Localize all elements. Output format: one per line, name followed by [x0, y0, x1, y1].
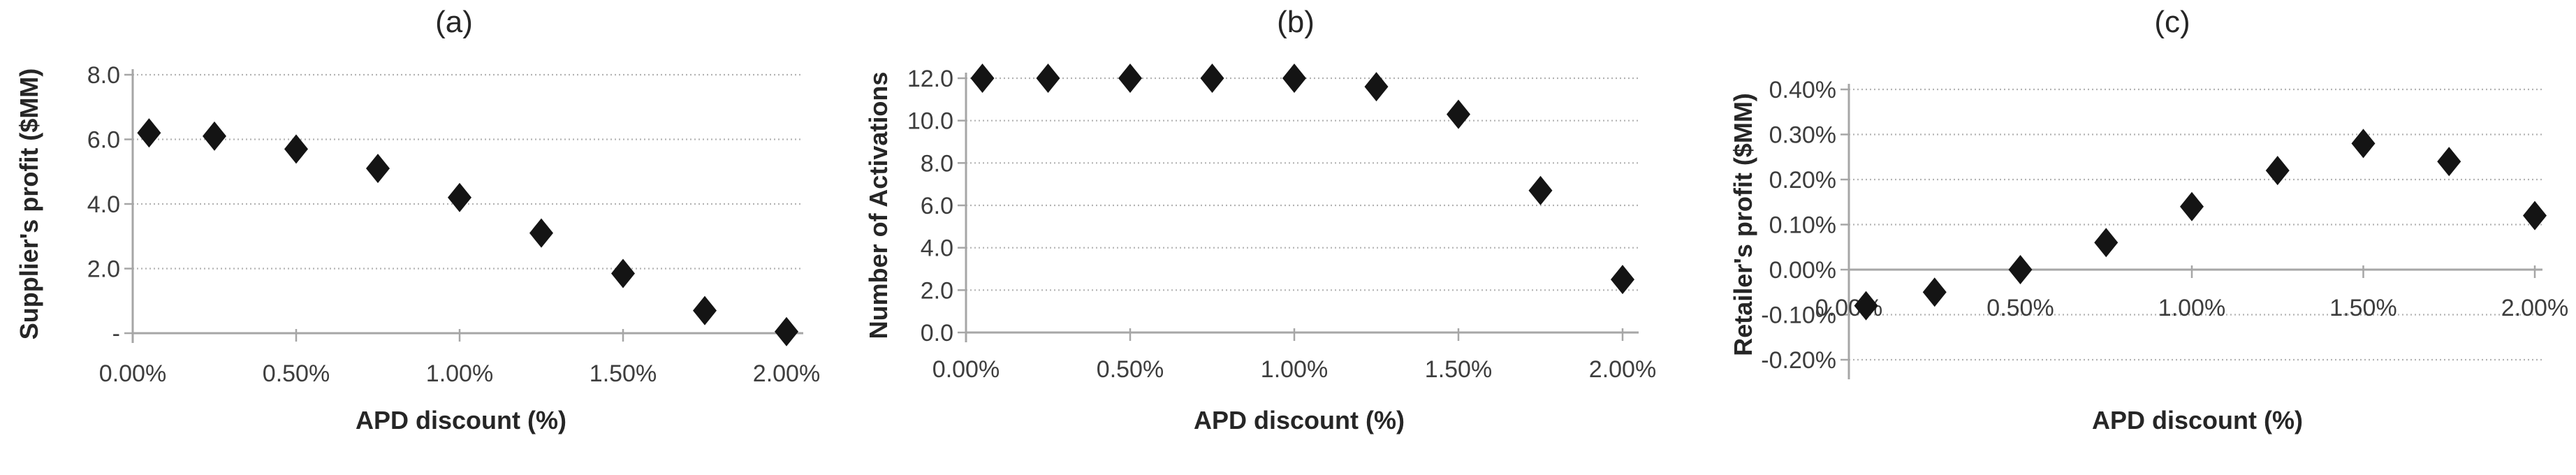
- x-tick-label: 1.50%: [2329, 295, 2396, 321]
- y-axis-title: Supplier's profit ($MM): [15, 68, 43, 340]
- x-tick-label: 1.50%: [1425, 356, 1492, 383]
- x-tick-label: 1.00%: [1261, 356, 1328, 383]
- x-tick-label: 0.00%: [932, 356, 1000, 383]
- y-tick-label: 12.0: [907, 66, 953, 92]
- x-tick-label: 2.00%: [2501, 295, 2568, 321]
- data-point-diamond: [1922, 277, 1947, 307]
- y-tick-label: 0.40%: [1769, 77, 1836, 103]
- chart-a-canvas: - 2.0 4.0 6.0 8.0 0.00% 0.50% 1.00% 1.50% 2.00% (a…: [15, 5, 820, 434]
- y-tick-label: 0.20%: [1769, 167, 1836, 193]
- y-tick-label: 4.0: [87, 191, 120, 218]
- x-tick-label: 2.00%: [1589, 356, 1656, 383]
- x-tick-label: 2.00%: [753, 360, 820, 387]
- y-axis-title: Number of Activations: [864, 72, 893, 339]
- data-point-diamond: [1118, 64, 1142, 93]
- x-axis-title: APD discount (%): [356, 406, 566, 434]
- x-tick-label: 1.50%: [590, 360, 657, 387]
- y-tick-label: -: [112, 321, 120, 347]
- data-point-diamond: [1364, 72, 1389, 102]
- data-point-diamond: [1282, 64, 1306, 93]
- data-point-diamond: [611, 258, 635, 288]
- data-point-diamond: [775, 316, 798, 346]
- data-point-diamond: [2180, 191, 2204, 221]
- data-point-diamond: [529, 218, 553, 248]
- chart-c-canvas: -0.20%-0.10%0.00%0.10%0.20%0.30%0.40%0.0…: [1729, 5, 2568, 434]
- y-tick-label: 2.0: [921, 277, 953, 304]
- y-tick-label: 8.0: [87, 62, 120, 89]
- x-tick-label: 0.50%: [1097, 356, 1164, 383]
- x-tick-label: 0.50%: [263, 360, 330, 387]
- chart-title: (b): [1277, 5, 1315, 39]
- chart-panel-c: -0.20% -0.10% 0.00% 0.10% 0.20% 0.30% 0.40% 0.0…: [1717, 0, 2576, 475]
- data-point-diamond: [448, 182, 471, 212]
- data-point-diamond: [2265, 156, 2290, 186]
- data-point-diamond: [1528, 175, 1553, 205]
- data-point-diamond: [203, 121, 226, 151]
- y-tick-label: 0.30%: [1769, 122, 1836, 149]
- data-point-diamond: [970, 64, 995, 93]
- x-tick-label: 0.50%: [1986, 295, 2054, 321]
- chart-title: (a): [435, 5, 473, 39]
- chart-title: (c): [2154, 5, 2190, 39]
- data-point-diamond: [1854, 291, 1878, 321]
- x-tick-label: 1.00%: [426, 360, 493, 387]
- y-tick-label: 0.0: [921, 320, 953, 346]
- data-point-diamond: [1200, 64, 1224, 93]
- chart-panel-b: 0.0 2.0 4.0 6.0 8.0 10.0 12.0 0.00% 0.50% 1.00% 1.…: [859, 0, 1717, 475]
- data-point-diamond: [2437, 147, 2461, 177]
- y-tick-label: 6.0: [921, 193, 953, 219]
- data-point-diamond: [1611, 265, 1634, 295]
- chart-b-canvas: 0.0 2.0 4.0 6.0 8.0 10.0 12.0 0.00% 0.50% 1.00% 1.…: [864, 5, 1656, 434]
- y-tick-label: -0.10%: [1761, 302, 1836, 329]
- y-axis-title: Retailer's profit ($MM): [1729, 93, 1757, 356]
- x-tick-label: 1.00%: [2158, 295, 2225, 321]
- data-point-diamond: [1447, 99, 1470, 129]
- data-point-diamond: [2523, 200, 2547, 231]
- y-tick-label: 2.0: [87, 256, 120, 283]
- y-tick-label: 10.0: [907, 108, 953, 135]
- x-tick-label: 0.00%: [99, 360, 166, 387]
- data-point-diamond: [284, 134, 308, 164]
- data-point-diamond: [2008, 255, 2033, 284]
- data-point-diamond: [366, 154, 390, 184]
- data-point-diamond: [137, 118, 161, 148]
- y-tick-label: 6.0: [87, 127, 120, 154]
- y-tick-label: 0.00%: [1769, 257, 1836, 284]
- y-tick-label: 4.0: [921, 235, 953, 262]
- data-point-diamond: [693, 295, 717, 326]
- chart-panel-a: - 2.0 4.0 6.0 8.0 0.00% 0.50% 1.00% 1.50% 2.00% (a…: [0, 0, 859, 475]
- x-axis-title: APD discount (%): [1194, 406, 1405, 434]
- y-tick-label: 0.10%: [1769, 212, 1836, 239]
- data-point-diamond: [1036, 64, 1060, 93]
- x-axis-title: APD discount (%): [2092, 406, 2303, 434]
- y-tick-label: -0.20%: [1761, 347, 1836, 374]
- data-point-diamond: [2094, 228, 2118, 258]
- y-tick-label: 8.0: [921, 150, 953, 177]
- data-point-diamond: [2351, 129, 2376, 159]
